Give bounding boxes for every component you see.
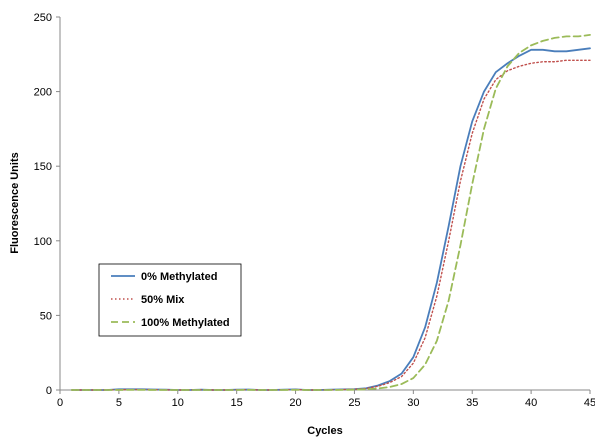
x-tick-label: 25 xyxy=(348,397,360,409)
y-tick-label: 50 xyxy=(40,310,52,322)
series-line-2 xyxy=(71,59,591,391)
y-tick-label: 150 xyxy=(34,161,52,173)
x-tick-label: 20 xyxy=(289,397,301,409)
series-line-1 xyxy=(70,47,591,391)
legend-label-3: 100% Methylated xyxy=(141,317,230,329)
y-tick-label: 0 xyxy=(46,385,52,397)
legend: 0% Methylated 50% Mix 100% Methylated xyxy=(98,263,242,337)
x-tick-label: 0 xyxy=(57,397,63,409)
x-axis-title: Cycles xyxy=(307,425,342,437)
y-tick-label: 250 xyxy=(34,12,52,24)
x-tick-label: 10 xyxy=(172,397,184,409)
x-tick-label: 15 xyxy=(231,397,243,409)
series-layer xyxy=(70,34,591,391)
x-tick-label: 30 xyxy=(407,397,419,409)
y-ticks: 0 50 100 150 200 250 xyxy=(34,12,60,397)
series-line-3 xyxy=(70,34,591,391)
y-tick-label: 100 xyxy=(34,236,52,248)
legend-label-2: 50% Mix xyxy=(141,294,185,306)
x-tick-label: 45 xyxy=(584,397,595,409)
x-tick-label: 5 xyxy=(116,397,122,409)
legend-label-1: 0% Methylated xyxy=(141,271,217,283)
x-ticks: 0 5 10 15 20 25 30 35 40 45 xyxy=(57,390,595,409)
y-tick-label: 200 xyxy=(34,87,52,99)
x-tick-label: 40 xyxy=(525,397,537,409)
x-tick-label: 35 xyxy=(466,397,478,409)
y-axis-title: Fluorescence Units xyxy=(9,152,21,253)
